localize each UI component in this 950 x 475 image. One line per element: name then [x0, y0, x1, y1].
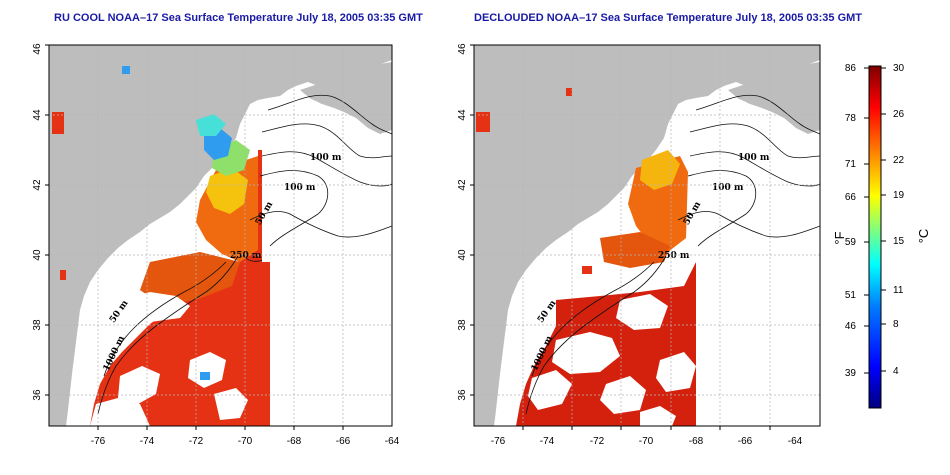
y-tick-label: 46 — [457, 43, 468, 55]
x-tick-label: -70 — [238, 436, 253, 447]
contour-label-250m: 250 m — [658, 251, 690, 261]
x-tick-label: -64 — [788, 436, 803, 447]
x-tick-label: -72 — [590, 436, 605, 447]
left-map-frame — [48, 44, 393, 427]
x-tick-label: -64 — [385, 436, 400, 447]
y-tick-label: 38 — [457, 319, 468, 331]
fahrenheit-tick: 86 — [845, 63, 857, 74]
y-tick-label: 40 — [457, 249, 468, 261]
x-tick-label: -74 — [540, 436, 555, 447]
land-mass — [49, 45, 392, 426]
x-tick-label: -76 — [491, 436, 506, 447]
left-map-title: RU COOL NOAA–17 Sea Surface Temperature … — [54, 12, 423, 24]
contour-label-100m-top: 100 m — [738, 153, 770, 163]
x-tick-label: -66 — [738, 436, 753, 447]
x-tick-label: -74 — [140, 436, 155, 447]
x-tick-label: -76 — [91, 436, 106, 447]
fahrenheit-tick: 46 — [845, 321, 857, 332]
y-tick-label: 38 — [32, 319, 43, 331]
right-map-frame — [473, 44, 821, 427]
fahrenheit-tick: 66 — [845, 192, 857, 203]
y-tick-label: 44 — [457, 109, 468, 121]
celsius-tick: 26 — [893, 109, 905, 120]
fahrenheit-tick: 78 — [845, 113, 857, 124]
x-tick-label: -68 — [287, 436, 302, 447]
fahrenheit-unit-label: °F — [832, 231, 847, 244]
colorbar-ramp — [868, 65, 882, 409]
contour-label-100m-mid: 100 m — [712, 183, 744, 193]
graticule — [49, 45, 392, 426]
y-tick-label: 46 — [32, 43, 43, 55]
y-tick-label: 42 — [457, 179, 468, 191]
fahrenheit-tick: 51 — [845, 290, 857, 301]
contour-label-100m-top: 100 m — [310, 153, 342, 163]
fahrenheit-tick: 71 — [845, 159, 857, 170]
nova-scotia-land — [300, 62, 392, 134]
nova-scotia-land — [728, 62, 820, 134]
right-map-panel: 100 m 100 m 50 m 250 m 50 m 1000 m — [457, 43, 821, 447]
x-tick-label: -72 — [189, 436, 204, 447]
celsius-tick: 4 — [893, 366, 899, 377]
celsius-tick: 30 — [893, 63, 905, 74]
contour-label-250m: 250 m — [230, 251, 262, 261]
fahrenheit-tick: 39 — [845, 368, 857, 379]
y-tick-label: 36 — [457, 389, 468, 401]
y-tick-label: 42 — [32, 179, 43, 191]
x-tick-label: -66 — [336, 436, 351, 447]
left-map-panel: 100 m 100 m 50 m 250 m 50 m 1000 m — [32, 43, 400, 447]
celsius-unit-label: °C — [916, 229, 931, 244]
celsius-tick: 11 — [893, 285, 904, 296]
y-tick-label: 36 — [32, 389, 43, 401]
celsius-tick: 19 — [893, 190, 905, 201]
contour-label-100m-mid: 100 m — [284, 183, 316, 193]
y-tick-label: 44 — [32, 109, 43, 121]
colorbar: 86 78 71 66 59 51 46 39 30 26 22 19 15 1… — [832, 63, 931, 409]
x-tick-label: -68 — [689, 436, 704, 447]
celsius-tick: 8 — [893, 319, 899, 330]
depth-contours — [97, 94, 392, 415]
celsius-tick: 15 — [893, 236, 905, 247]
y-tick-label: 40 — [32, 249, 43, 261]
fahrenheit-tick: 59 — [845, 237, 857, 248]
sst-warm-region — [90, 150, 270, 426]
land-mass — [474, 45, 820, 426]
graticule — [474, 45, 820, 426]
celsius-tick: 22 — [893, 155, 905, 166]
x-tick-label: -70 — [639, 436, 654, 447]
right-map-title: DECLOUDED NOAA–17 Sea Surface Temperatur… — [474, 12, 863, 24]
